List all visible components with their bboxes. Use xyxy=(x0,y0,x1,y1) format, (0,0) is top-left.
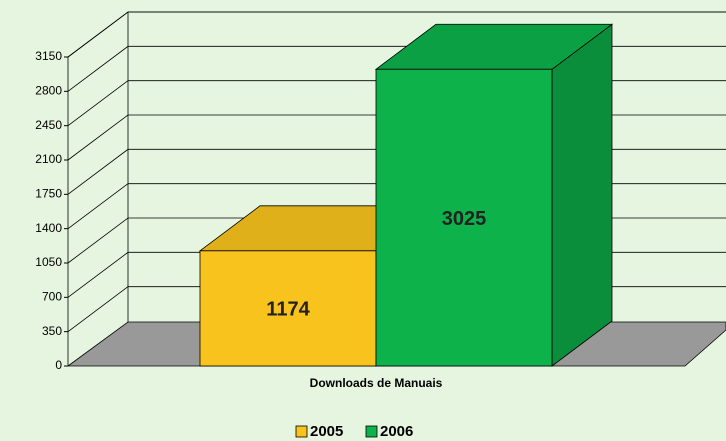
legend-swatch xyxy=(365,425,378,438)
x-tick-label: Downloads de Manuais xyxy=(310,376,443,390)
grid-line xyxy=(67,11,726,58)
value-label: 3025 xyxy=(442,208,487,230)
y-tick-label: 1750 xyxy=(35,187,62,201)
y-tick-label: 350 xyxy=(42,324,62,338)
bar xyxy=(375,68,553,367)
y-tick-label: 1050 xyxy=(35,255,62,269)
y-tick-label: 700 xyxy=(42,290,62,304)
y-tick-label: 1400 xyxy=(35,221,62,235)
legend-swatch xyxy=(295,425,308,438)
legend-label: 2005 xyxy=(310,423,343,440)
legend-label: 2006 xyxy=(380,423,413,440)
y-tick-label: 2800 xyxy=(35,84,62,98)
value-label: 1174 xyxy=(266,299,310,321)
y-tick-label: 0 xyxy=(55,358,62,372)
bar xyxy=(199,250,377,367)
y-tick-label: 2100 xyxy=(35,152,62,166)
bar-side xyxy=(551,23,613,367)
y-tick-label: 2450 xyxy=(35,118,62,132)
y-tick-label: 3150 xyxy=(35,49,62,63)
